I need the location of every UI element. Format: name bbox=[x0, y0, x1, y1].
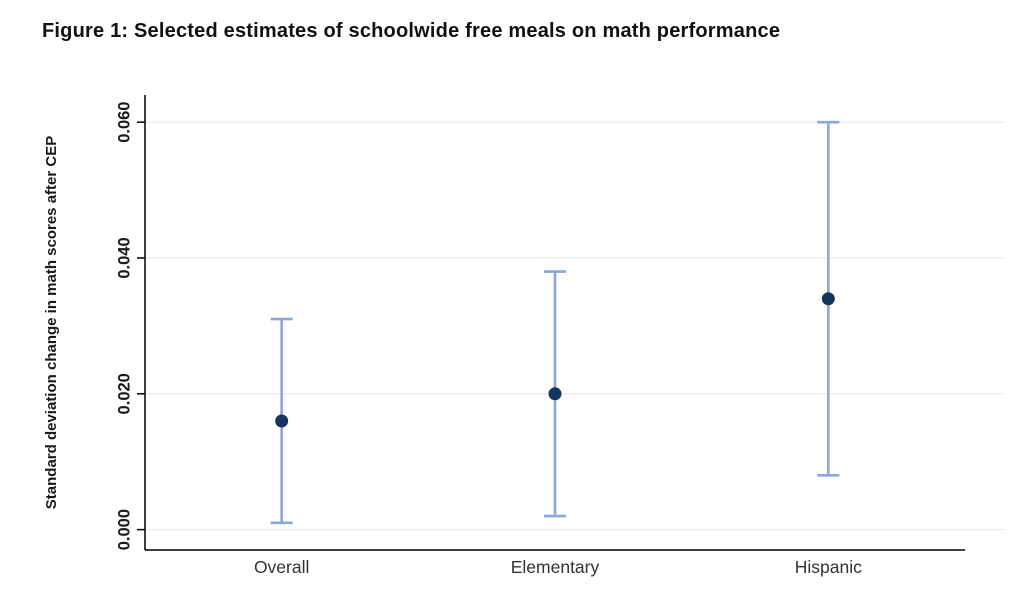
y-tick-label: 0.000 bbox=[115, 509, 133, 550]
figure-title: Figure 1: Selected estimates of schoolwi… bbox=[42, 20, 781, 42]
point-marker-overall bbox=[275, 414, 289, 428]
y-axis-title: Standard deviation change in math scores… bbox=[43, 136, 60, 509]
category-label-overall: Overall bbox=[254, 557, 309, 577]
y-tick-label: 0.040 bbox=[115, 237, 133, 278]
category-label-hispanic: Hispanic bbox=[795, 557, 862, 577]
estimates-chart: 0.000 0.020 0.040 0.060 Standard deviation c… bbox=[43, 95, 1004, 577]
category-label-elementary: Elementary bbox=[511, 557, 600, 577]
point-marker-hispanic bbox=[821, 292, 835, 306]
point-marker-elementary bbox=[548, 387, 562, 401]
y-tick-label: 0.060 bbox=[115, 102, 133, 143]
y-tick-label: 0.020 bbox=[115, 373, 133, 414]
